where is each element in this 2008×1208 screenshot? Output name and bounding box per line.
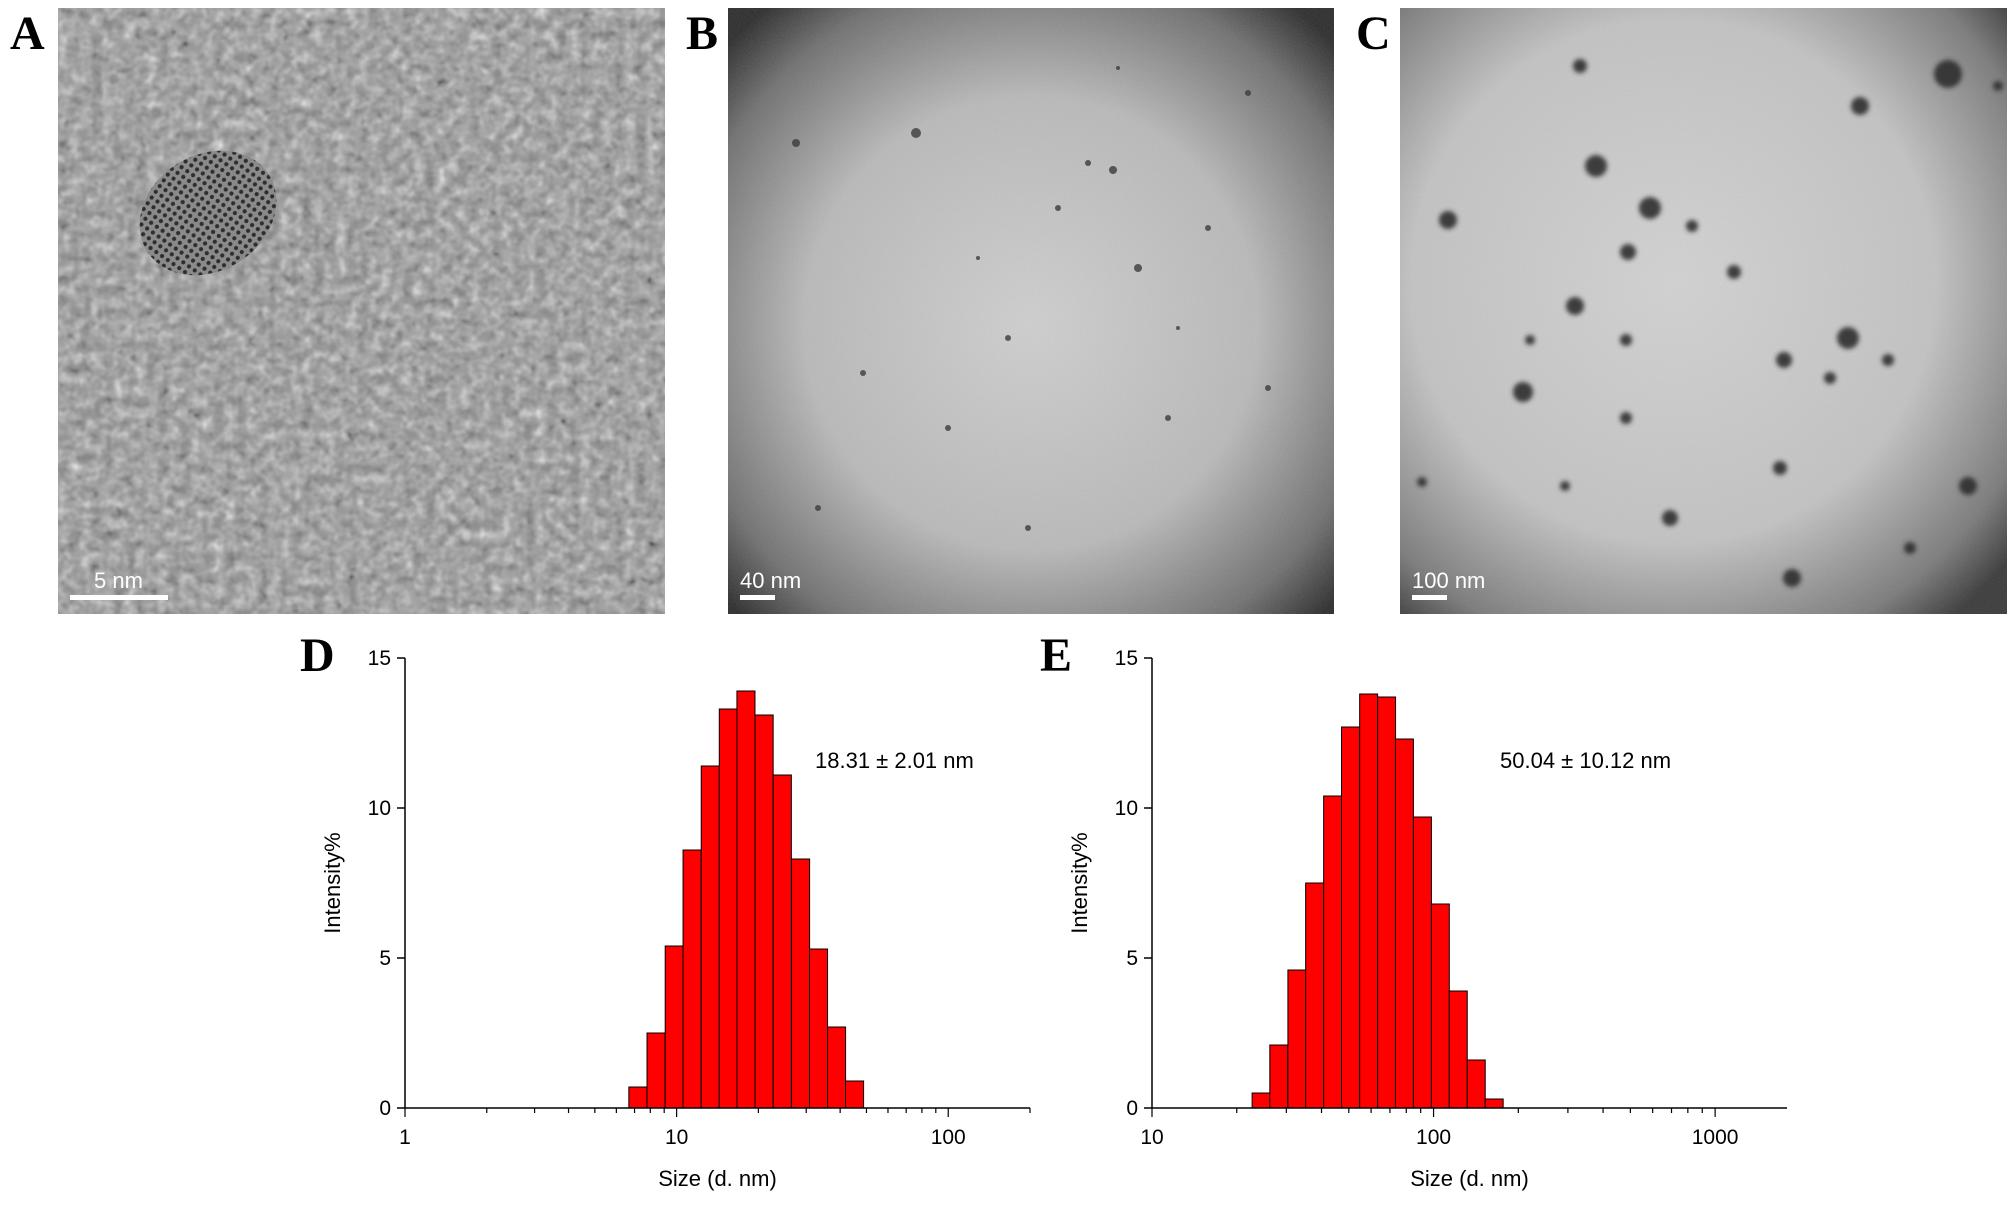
histogram-bar	[1430, 903, 1450, 1109]
histogram-bar	[791, 858, 811, 1109]
x-tick-label: 100	[931, 1126, 966, 1149]
y-tick-label: 10	[368, 797, 391, 820]
size-distribution-chart-e: 0 5 10 15 10 100 1000 Size (d. nm) Intensity% 50.…	[1040, 625, 1800, 1191]
tem-image-b: 40 nm	[728, 8, 1334, 614]
hrtem-image-a: 5 nm	[58, 8, 665, 614]
histogram-bar	[1412, 816, 1432, 1109]
y-tick-label: 5	[379, 947, 391, 970]
histogram-bar	[845, 1080, 865, 1109]
histogram-bar	[827, 1026, 847, 1109]
scale-bar-line	[1412, 595, 1447, 600]
histogram-bar	[1377, 696, 1397, 1109]
y-tick-label: 15	[368, 647, 391, 670]
histogram-bar	[736, 690, 756, 1109]
x-tick-label: 100	[1416, 1126, 1451, 1149]
y-tick-label: 0	[1126, 1097, 1138, 1120]
x-axis-label: Size (d. nm)	[1410, 1166, 1529, 1191]
y-tick-label: 15	[1115, 647, 1138, 670]
histogram-bar	[1251, 1092, 1271, 1109]
x-axis-label: Size (d. nm)	[658, 1166, 777, 1191]
x-tick-label: 10	[1140, 1126, 1163, 1149]
panel-label-d: D	[300, 629, 335, 682]
histogram-bar	[1323, 795, 1343, 1109]
mean-size-annotation: 50.04 ± 10.12 nm	[1500, 748, 1671, 773]
panel-label-e: E	[1040, 629, 1073, 682]
histogram-bar	[754, 714, 774, 1109]
size-distribution-chart-d: 0 5 10 15 1 10 100 Size (d. nm) Intensity% 18.31 …	[290, 625, 1031, 1191]
histogram-bar	[700, 765, 720, 1109]
mean-size-annotation: 18.31 ± 2.01 nm	[815, 748, 974, 773]
scale-bar-label: 100 nm	[1412, 568, 1486, 593]
histogram-bar	[1305, 882, 1325, 1109]
scale-bar-label: 5 nm	[94, 568, 143, 593]
y-tick-label: 10	[1115, 797, 1138, 820]
histogram-bar	[1287, 969, 1307, 1109]
panel-label-b: B	[686, 7, 719, 60]
histogram-bar	[1448, 990, 1468, 1109]
x-tick-label: 10	[665, 1126, 688, 1149]
x-tick-label: 1	[399, 1126, 411, 1149]
histogram-bar	[1484, 1098, 1504, 1109]
histogram-bar	[646, 1032, 666, 1109]
histogram-bar	[1466, 1059, 1486, 1109]
y-axis-label: Intensity%	[320, 832, 345, 934]
histogram-bar	[664, 945, 684, 1109]
x-tick-label: 1000	[1692, 1126, 1739, 1149]
scale-bar-label: 40 nm	[740, 568, 802, 593]
histogram-bar	[682, 849, 702, 1109]
y-tick-label: 5	[1126, 947, 1138, 970]
histogram-bar	[772, 774, 792, 1109]
histogram-bar	[718, 708, 738, 1109]
histogram-bar	[1359, 693, 1379, 1109]
panel-label-c: C	[1356, 7, 1391, 60]
histogram-bar	[628, 1086, 648, 1109]
panel-label-a: A	[10, 7, 45, 60]
scale-bar-line	[740, 595, 775, 600]
histogram-bar	[1394, 738, 1414, 1109]
histogram-bar	[808, 948, 829, 1109]
histogram-bar	[1341, 726, 1360, 1109]
scale-bar-line	[70, 595, 168, 600]
tem-image-c: 100 nm	[1400, 8, 2007, 614]
y-axis-label: Intensity%	[1067, 832, 1092, 934]
histogram-bar	[1269, 1044, 1289, 1109]
y-tick-label: 0	[379, 1097, 391, 1120]
